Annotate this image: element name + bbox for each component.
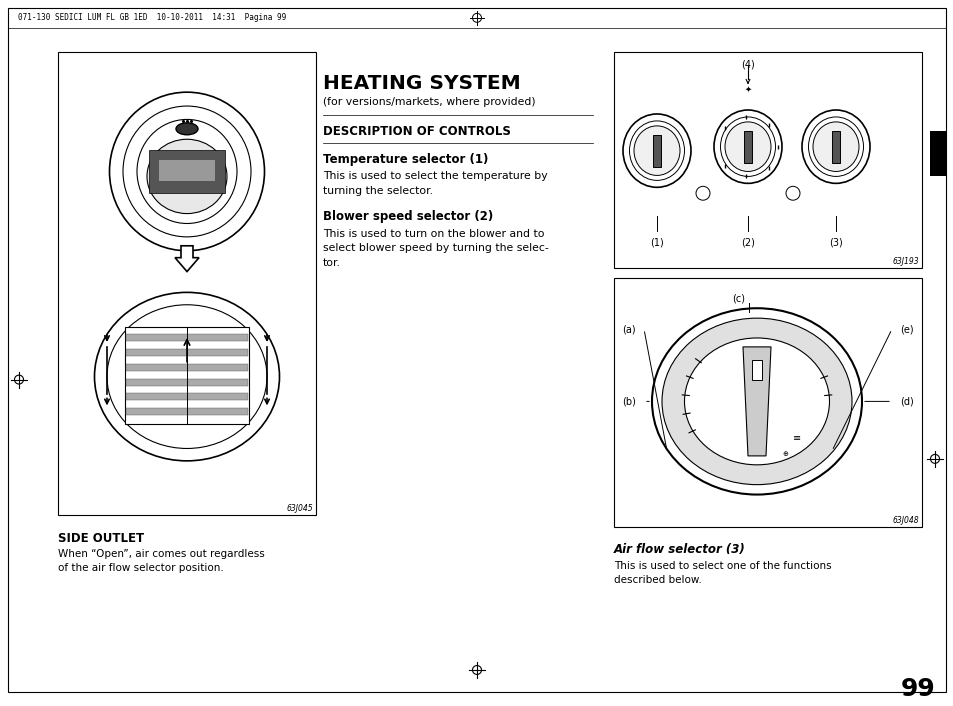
Ellipse shape xyxy=(137,119,236,224)
Ellipse shape xyxy=(110,92,264,251)
Ellipse shape xyxy=(147,139,227,214)
Bar xyxy=(614,52,921,268)
Bar xyxy=(126,378,248,385)
Bar xyxy=(159,160,214,181)
Text: Air flow selector (3): Air flow selector (3) xyxy=(614,543,745,556)
Text: This is used to select one of the functions
described below.: This is used to select one of the functi… xyxy=(614,561,831,585)
Ellipse shape xyxy=(684,338,828,465)
Bar xyxy=(831,131,840,162)
Bar xyxy=(126,364,248,371)
Circle shape xyxy=(696,186,709,201)
Bar xyxy=(149,150,225,193)
Ellipse shape xyxy=(175,123,198,135)
Text: DESCRIPTION OF CONTROLS: DESCRIPTION OF CONTROLS xyxy=(323,125,511,138)
Text: (d): (d) xyxy=(900,396,913,407)
Bar xyxy=(929,131,945,176)
Text: 63J193: 63J193 xyxy=(891,256,918,265)
Text: (b): (b) xyxy=(621,396,636,407)
Ellipse shape xyxy=(720,117,775,176)
Text: This is used to turn on the blower and to
select blower speed by turning the sel: This is used to turn on the blower and t… xyxy=(323,229,548,268)
Text: (c): (c) xyxy=(731,294,744,304)
Ellipse shape xyxy=(123,106,251,237)
Ellipse shape xyxy=(94,292,279,461)
Ellipse shape xyxy=(651,309,862,495)
Text: This is used to select the temperature by
turning the selector.: This is used to select the temperature b… xyxy=(323,172,547,196)
Text: (1): (1) xyxy=(649,238,663,248)
Text: (for versions/markets, where provided): (for versions/markets, where provided) xyxy=(323,97,535,107)
Text: 63J045: 63J045 xyxy=(286,504,313,513)
Bar xyxy=(126,393,248,400)
Ellipse shape xyxy=(634,126,679,175)
Bar xyxy=(751,360,761,380)
Text: Temperature selector (1): Temperature selector (1) xyxy=(323,152,488,166)
Bar xyxy=(58,52,315,515)
Text: ✦: ✦ xyxy=(743,85,751,94)
Bar xyxy=(743,131,751,162)
Text: 071-130 SEDICI LUM FL GB 1ED  10-10-2011  14:31  Pagina 99: 071-130 SEDICI LUM FL GB 1ED 10-10-2011 … xyxy=(18,13,286,23)
Text: (e): (e) xyxy=(900,324,913,334)
FancyArrow shape xyxy=(174,246,199,272)
Ellipse shape xyxy=(661,318,851,484)
Bar xyxy=(126,408,248,415)
Text: (3): (3) xyxy=(828,238,842,248)
Text: Blower speed selector (2): Blower speed selector (2) xyxy=(323,210,493,223)
Text: ⊕: ⊕ xyxy=(781,451,787,457)
Ellipse shape xyxy=(801,110,869,184)
Text: ≡: ≡ xyxy=(792,433,801,443)
Polygon shape xyxy=(742,347,770,456)
Ellipse shape xyxy=(629,121,684,180)
Ellipse shape xyxy=(724,122,770,172)
Bar xyxy=(126,349,248,356)
Text: 63J048: 63J048 xyxy=(891,516,918,525)
Ellipse shape xyxy=(622,114,690,187)
Bar xyxy=(652,135,660,167)
Text: SIDE OUTLET: SIDE OUTLET xyxy=(58,532,144,545)
Ellipse shape xyxy=(807,117,862,176)
Text: 99: 99 xyxy=(900,677,934,701)
Text: (2): (2) xyxy=(740,238,754,248)
Text: HEATING SYSTEM: HEATING SYSTEM xyxy=(323,74,520,93)
Ellipse shape xyxy=(107,305,267,448)
Text: When “Open”, air comes out regardless
of the air flow selector position.: When “Open”, air comes out regardless of… xyxy=(58,549,265,573)
Bar xyxy=(126,334,248,341)
Circle shape xyxy=(785,186,800,201)
Text: (a): (a) xyxy=(621,324,635,334)
Ellipse shape xyxy=(812,122,858,172)
Bar xyxy=(614,277,921,527)
Text: (4): (4) xyxy=(740,59,754,69)
Bar xyxy=(125,327,249,424)
Ellipse shape xyxy=(713,110,781,184)
